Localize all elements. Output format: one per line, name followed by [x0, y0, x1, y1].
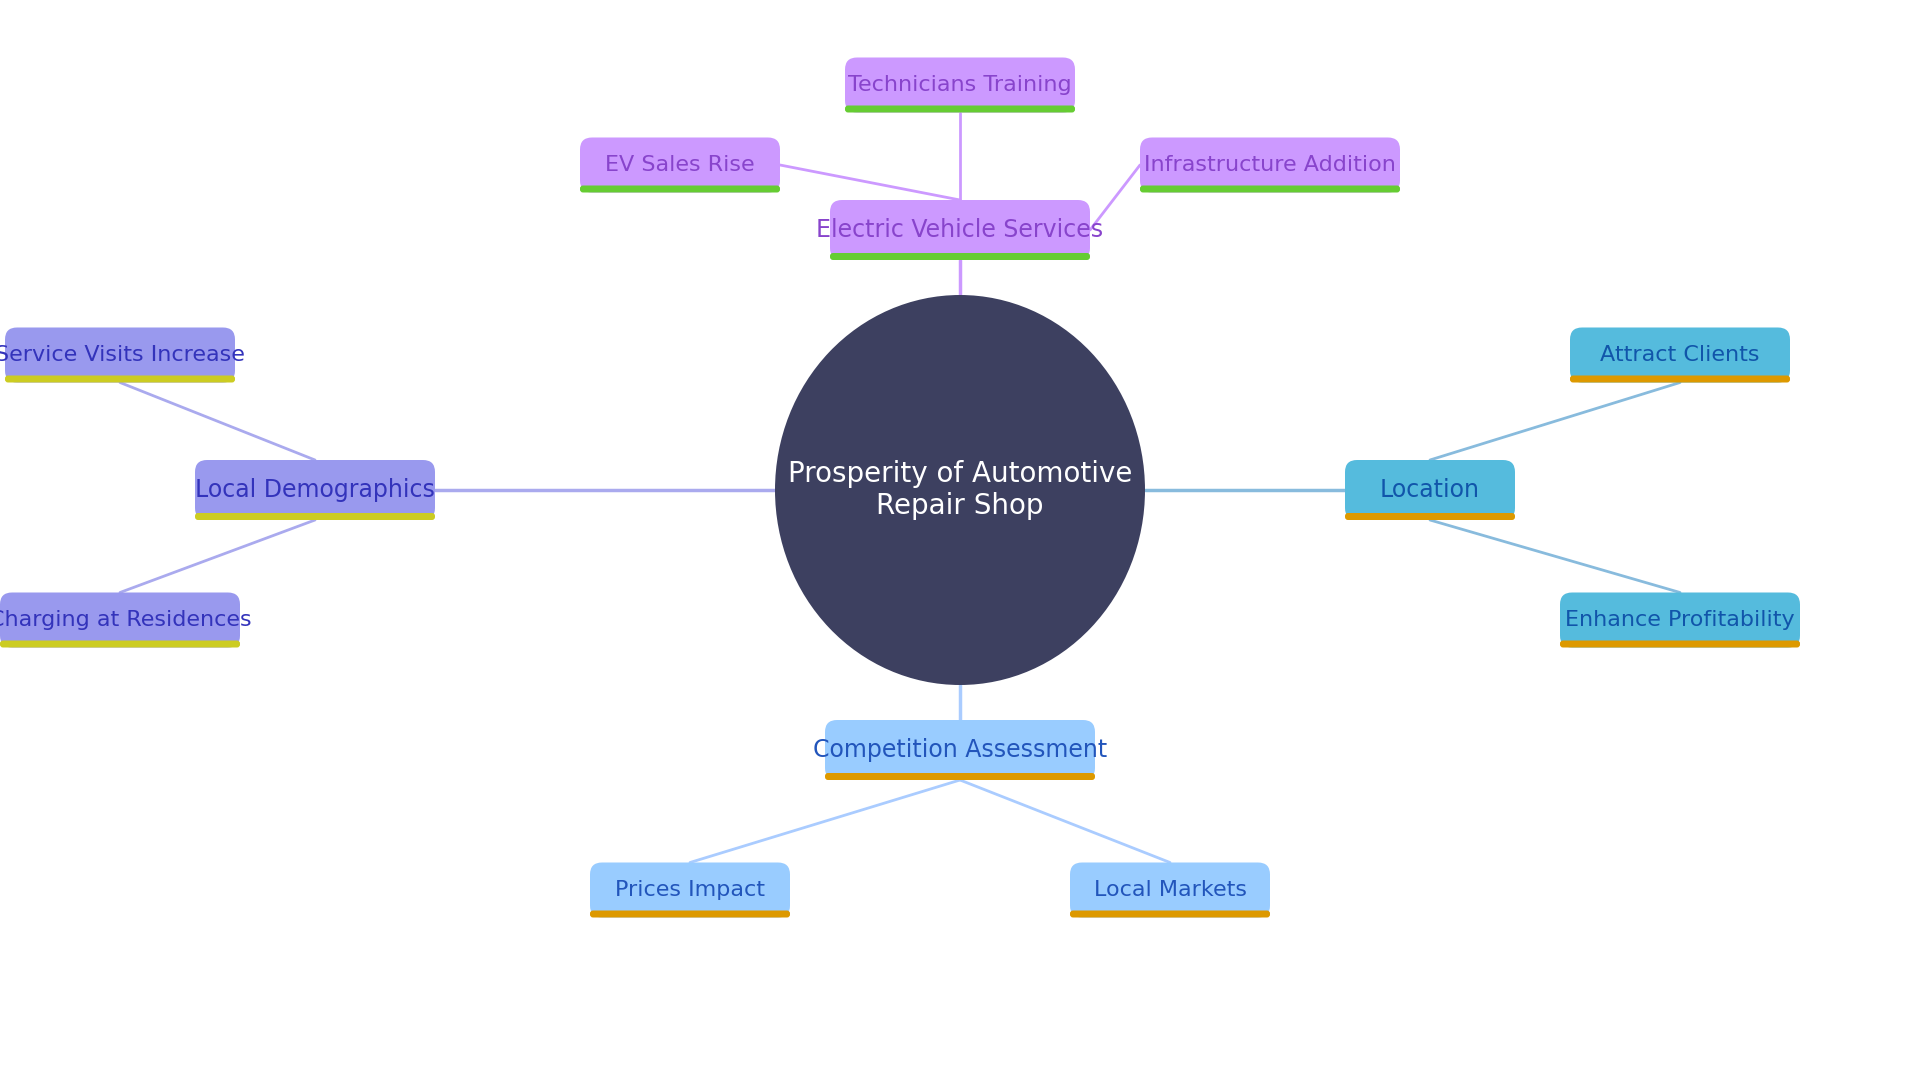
FancyBboxPatch shape — [1069, 863, 1269, 918]
FancyBboxPatch shape — [829, 253, 1091, 260]
FancyBboxPatch shape — [826, 720, 1094, 780]
Text: Enhance Profitability: Enhance Profitability — [1565, 610, 1795, 630]
FancyBboxPatch shape — [580, 137, 780, 192]
Text: Location: Location — [1380, 478, 1480, 502]
FancyBboxPatch shape — [580, 186, 780, 192]
Text: Technicians Training: Technicians Training — [849, 75, 1071, 95]
FancyBboxPatch shape — [6, 327, 234, 382]
FancyBboxPatch shape — [196, 460, 436, 519]
FancyBboxPatch shape — [826, 773, 1094, 780]
FancyBboxPatch shape — [845, 57, 1075, 112]
Ellipse shape — [776, 295, 1144, 685]
FancyBboxPatch shape — [589, 910, 789, 918]
FancyBboxPatch shape — [1571, 327, 1789, 382]
Text: Prices Impact: Prices Impact — [614, 880, 764, 900]
FancyBboxPatch shape — [0, 593, 240, 648]
FancyBboxPatch shape — [196, 513, 436, 519]
Text: Prosperity of Automotive
Repair Shop: Prosperity of Automotive Repair Shop — [787, 460, 1133, 521]
FancyBboxPatch shape — [589, 863, 789, 918]
FancyBboxPatch shape — [829, 200, 1091, 260]
Text: Service Visits Increase: Service Visits Increase — [0, 345, 246, 365]
Text: EV Sales Rise: EV Sales Rise — [605, 156, 755, 175]
Text: Electric Vehicle Services: Electric Vehicle Services — [816, 218, 1104, 242]
FancyBboxPatch shape — [845, 106, 1075, 112]
FancyBboxPatch shape — [1559, 640, 1801, 648]
Text: Local Markets: Local Markets — [1094, 880, 1246, 900]
FancyBboxPatch shape — [1140, 186, 1400, 192]
FancyBboxPatch shape — [1346, 460, 1515, 519]
Text: Charging at Residences: Charging at Residences — [0, 610, 252, 630]
FancyBboxPatch shape — [1346, 513, 1515, 519]
FancyBboxPatch shape — [6, 376, 234, 382]
Text: Infrastructure Addition: Infrastructure Addition — [1144, 156, 1396, 175]
FancyBboxPatch shape — [1140, 137, 1400, 192]
FancyBboxPatch shape — [1069, 910, 1269, 918]
FancyBboxPatch shape — [0, 640, 240, 648]
FancyBboxPatch shape — [1559, 593, 1801, 648]
Text: Competition Assessment: Competition Assessment — [812, 738, 1108, 762]
FancyBboxPatch shape — [1571, 376, 1789, 382]
Text: Local Demographics: Local Demographics — [196, 478, 436, 502]
Text: Attract Clients: Attract Clients — [1599, 345, 1761, 365]
